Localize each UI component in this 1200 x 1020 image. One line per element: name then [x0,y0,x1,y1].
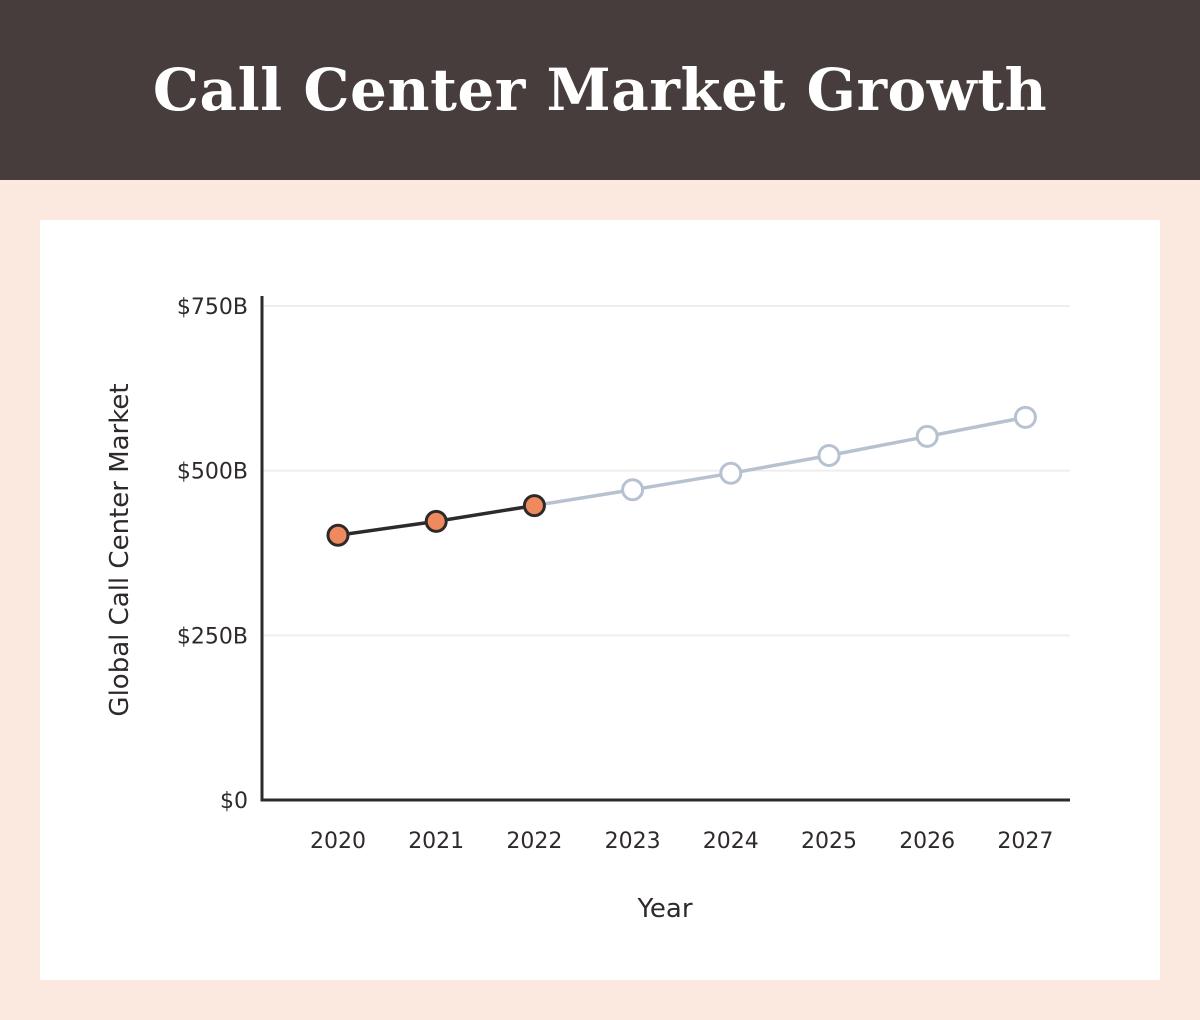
chart-card: $0 $250B $500B $750B 2020 2021 2022 2023 2024 20… [40,220,1160,980]
x-tick-label: 2027 [997,829,1053,854]
x-tick-labels: 2020 2021 2022 2023 2024 2025 2026 2027 [310,829,1053,854]
series-line [534,415,1026,508]
data-point [424,509,448,533]
y-axis-title: Global Call Center Market [105,383,135,716]
x-tick-label: 2026 [899,829,955,854]
data-point [326,523,350,547]
data-point [817,444,841,468]
data-point [915,424,939,448]
header-banner: Call Center Market Growth [0,0,1200,180]
data-point [522,494,546,518]
x-tick-label: 2022 [506,829,562,854]
x-tick-label: 2021 [408,829,464,854]
data-point [1013,405,1037,429]
y-tick-label: $250B [177,624,248,649]
y-tick-labels: $0 $250B $500B $750B [177,295,248,814]
x-tick-label: 2025 [801,829,857,854]
x-tick-label: 2023 [605,829,661,854]
chart-title: Call Center Market Growth [152,56,1048,124]
y-tick-label: $500B [177,460,248,485]
line-chart: $0$250B$500B$750B 2020 2021 2022 2023 2024 20… [105,295,1070,924]
y-tick-label: $750B [177,295,248,320]
data-point [621,478,645,502]
series-points [326,405,1037,547]
x-axis-title: Year [636,894,692,924]
x-tick-label: 2024 [703,829,759,854]
data-point [719,461,743,485]
gridlines [262,305,1070,637]
x-tick-label: 2020 [310,829,366,854]
y-tick-label: $0 [220,789,248,814]
